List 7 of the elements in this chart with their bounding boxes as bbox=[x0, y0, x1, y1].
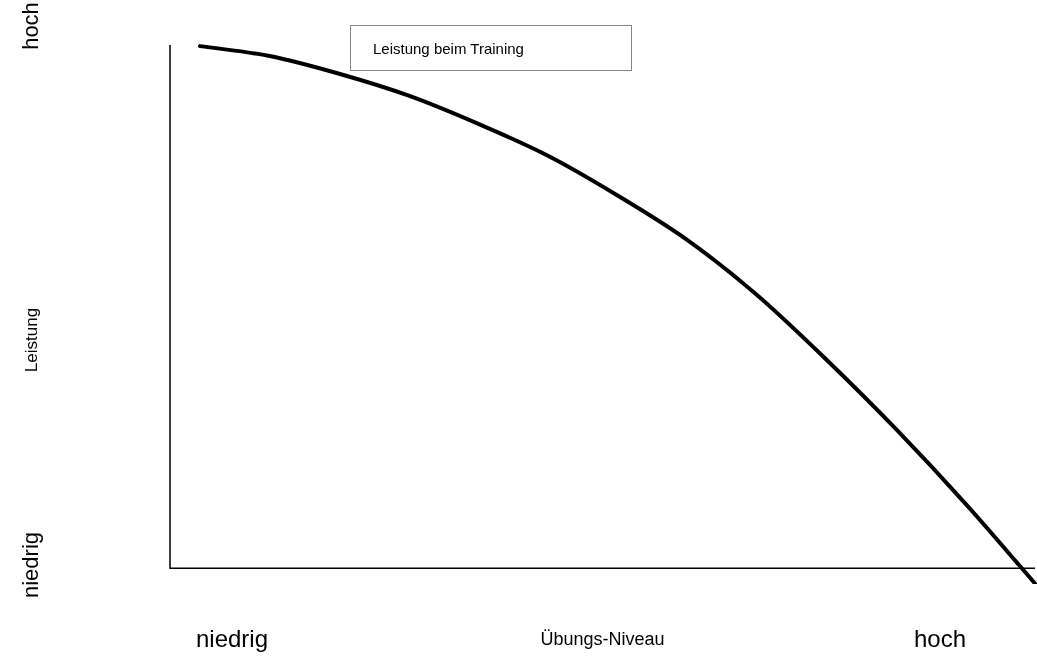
x-axis-title: Übungs-Niveau bbox=[540, 628, 665, 649]
text: Leistung bbox=[21, 307, 41, 373]
text: niedrig bbox=[18, 531, 44, 599]
text: niedrig bbox=[195, 624, 269, 652]
text: hoch bbox=[18, 2, 44, 50]
series-label: Leistung beim Training bbox=[373, 39, 525, 57]
text: hoch bbox=[913, 624, 967, 652]
